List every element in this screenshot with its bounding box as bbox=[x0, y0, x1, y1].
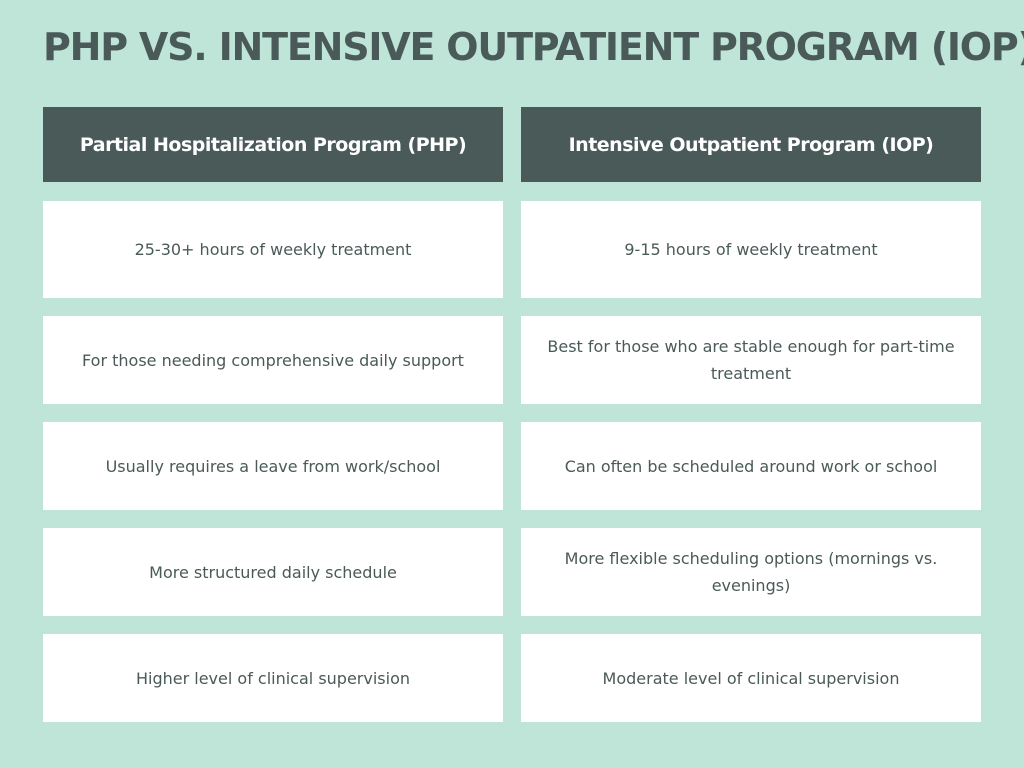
php-cell-support-level: For those needing comprehensive daily su… bbox=[43, 316, 503, 404]
iop-cell-support-level: Best for those who are stable enough for… bbox=[521, 316, 981, 404]
page-title: PHP VS. INTENSIVE OUTPATIENT PROGRAM (IO… bbox=[43, 25, 1024, 69]
php-column: Partial Hospitalization Program (PHP) 25… bbox=[43, 107, 503, 722]
php-cell-weekly-hours: 25-30+ hours of weekly treatment bbox=[43, 201, 503, 298]
iop-cell-weekly-hours: 9-15 hours of weekly treatment bbox=[521, 201, 981, 298]
iop-column-header: Intensive Outpatient Program (IOP) bbox=[521, 107, 981, 182]
php-cell-schedule: More structured daily schedule bbox=[43, 528, 503, 616]
iop-cell-work-school: Can often be scheduled around work or sc… bbox=[521, 422, 981, 510]
php-cell-supervision: Higher level of clinical supervision bbox=[43, 634, 503, 722]
iop-cell-supervision: Moderate level of clinical supervision bbox=[521, 634, 981, 722]
php-column-header: Partial Hospitalization Program (PHP) bbox=[43, 107, 503, 182]
iop-column: Intensive Outpatient Program (IOP) 9-15 … bbox=[521, 107, 981, 722]
php-cell-work-school: Usually requires a leave from work/schoo… bbox=[43, 422, 503, 510]
iop-cell-schedule: More flexible scheduling options (mornin… bbox=[521, 528, 981, 616]
